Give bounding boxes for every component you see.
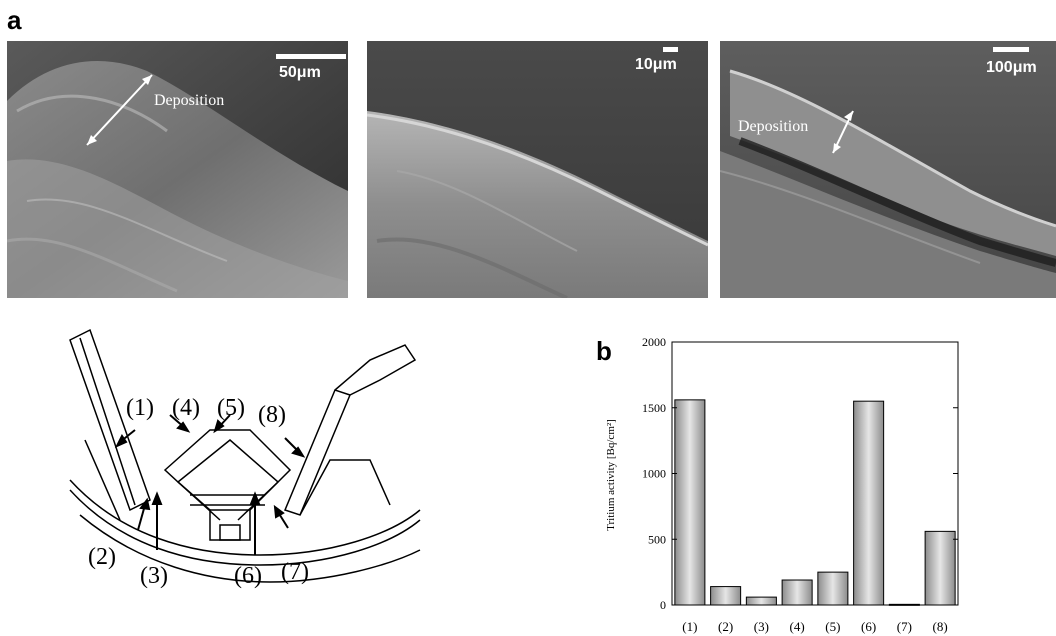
x-tick-label-8: (8)	[933, 619, 948, 634]
plot-frame	[671, 341, 959, 606]
y-tick-label-0: 0	[660, 598, 666, 612]
diagram-label-6: (6)	[234, 563, 262, 589]
diagram-label-4: (4)	[172, 395, 200, 421]
bar-4	[781, 579, 813, 606]
diagram-label-5: (5)	[217, 395, 245, 421]
sem-texture-1	[7, 41, 348, 298]
x-tick-label-2: (2)	[718, 619, 733, 634]
diagram-label-3: (3)	[140, 563, 168, 589]
plot-area	[671, 341, 959, 606]
diagram-label-1: (1)	[126, 395, 154, 421]
y-ticks: 0 500 1000 1500 2000	[642, 335, 958, 612]
panel-label-b: b	[596, 336, 612, 366]
bar-3	[745, 596, 777, 606]
sem-texture-2	[367, 41, 708, 298]
divertor-diagram	[69, 328, 421, 583]
x-ticks: (1) (2) (3) (4) (5) (6) (7) (8)	[682, 619, 947, 634]
x-tick-label-1: (1)	[682, 619, 697, 634]
diagram-label-2: (2)	[88, 544, 116, 570]
bar-8	[924, 530, 956, 606]
sem-texture-3	[720, 41, 1056, 298]
scale-label-1: 50μm	[279, 64, 321, 81]
x-tick-label-3: (3)	[754, 619, 769, 634]
deposition-annotation-3: Deposition	[738, 118, 809, 135]
y-tick-label-3: 1500	[642, 401, 666, 415]
bars	[674, 399, 956, 606]
x-tick-label-7: (7)	[897, 619, 912, 634]
tritium-bar-chart: 0 500 1000 1500 2000 (1) (2) (3) (4) (5) (6) (7) (8…	[605, 335, 959, 634]
scale-label-2: 10μm	[635, 56, 677, 73]
panel-label-a: a	[7, 5, 22, 35]
scale-bar-3	[993, 47, 1029, 52]
y-tick-label-4: 2000	[642, 335, 666, 349]
y-tick-label-1: 500	[648, 532, 666, 546]
scale-bar-2	[663, 47, 678, 52]
diagram-label-8: (8)	[258, 402, 286, 428]
x-tick-label-4: (4)	[790, 619, 805, 634]
bar-1	[674, 399, 706, 606]
y-axis-label: Tritium activity [Bq/cm²]	[605, 419, 617, 531]
sem-micrograph-1: 50μm Deposition	[7, 41, 348, 298]
sem-micrograph-2: 10μm	[367, 41, 708, 298]
bar-6	[853, 400, 885, 606]
scale-bar-1	[276, 54, 346, 59]
x-tick-label-5: (5)	[825, 619, 840, 634]
diagram-label-7: (7)	[281, 559, 309, 585]
bar-2	[710, 586, 742, 606]
bar-5	[817, 571, 849, 606]
scale-label-3: 100μm	[986, 59, 1037, 76]
deposition-annotation-1: Deposition	[154, 92, 225, 109]
x-tick-label-6: (6)	[861, 619, 876, 634]
y-tick-label-2: 1000	[642, 467, 666, 481]
sem-micrograph-3: 100μm Deposition	[720, 41, 1056, 298]
bar-7	[888, 603, 920, 606]
